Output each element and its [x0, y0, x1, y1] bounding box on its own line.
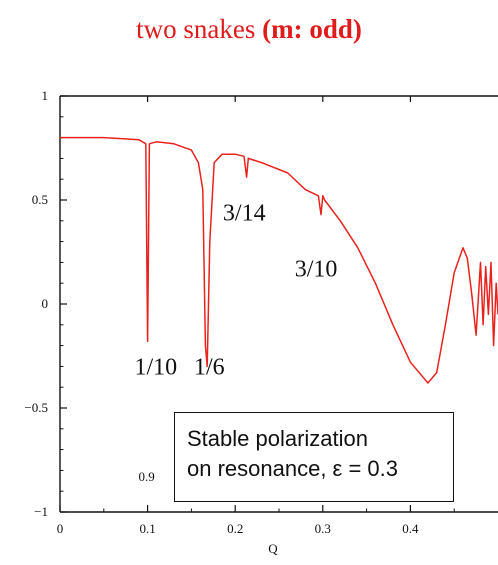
y-tick-label: 0.5: [32, 192, 48, 207]
x-axis-label: Q: [268, 541, 278, 556]
annotation-box: Stable polarization on resonance, ε = 0.…: [174, 412, 454, 502]
y-tick-label: 1: [42, 88, 49, 103]
x-tick-label: 0.4: [402, 521, 419, 536]
x-tick-label: 0.3: [315, 521, 331, 536]
series-line: [60, 136, 498, 384]
secondary-tick-label: 0.9: [138, 469, 154, 484]
resonance-label: 3/10: [295, 257, 338, 283]
annotation-line-2: on resonance, ε = 0.3: [187, 456, 399, 481]
resonance-label: 1/6: [194, 354, 225, 380]
resonance-label: 3/14: [223, 200, 266, 226]
y-tick-label: −1: [34, 504, 48, 519]
x-tick-label: 0.2: [227, 521, 243, 536]
chart-title-bold: (m: odd): [262, 14, 362, 44]
x-tick-label: 0: [57, 521, 64, 536]
resonance-label: 1/10: [134, 354, 177, 380]
chart-title-main: two snakes: [136, 14, 256, 44]
y-tick-label: −0.5: [24, 400, 48, 415]
y-tick-label: 0: [42, 296, 49, 311]
chart-title: two snakes (m: odd): [0, 14, 498, 45]
annotation-line-1: Stable polarization: [187, 426, 369, 451]
x-tick-label: 0.1: [139, 521, 155, 536]
